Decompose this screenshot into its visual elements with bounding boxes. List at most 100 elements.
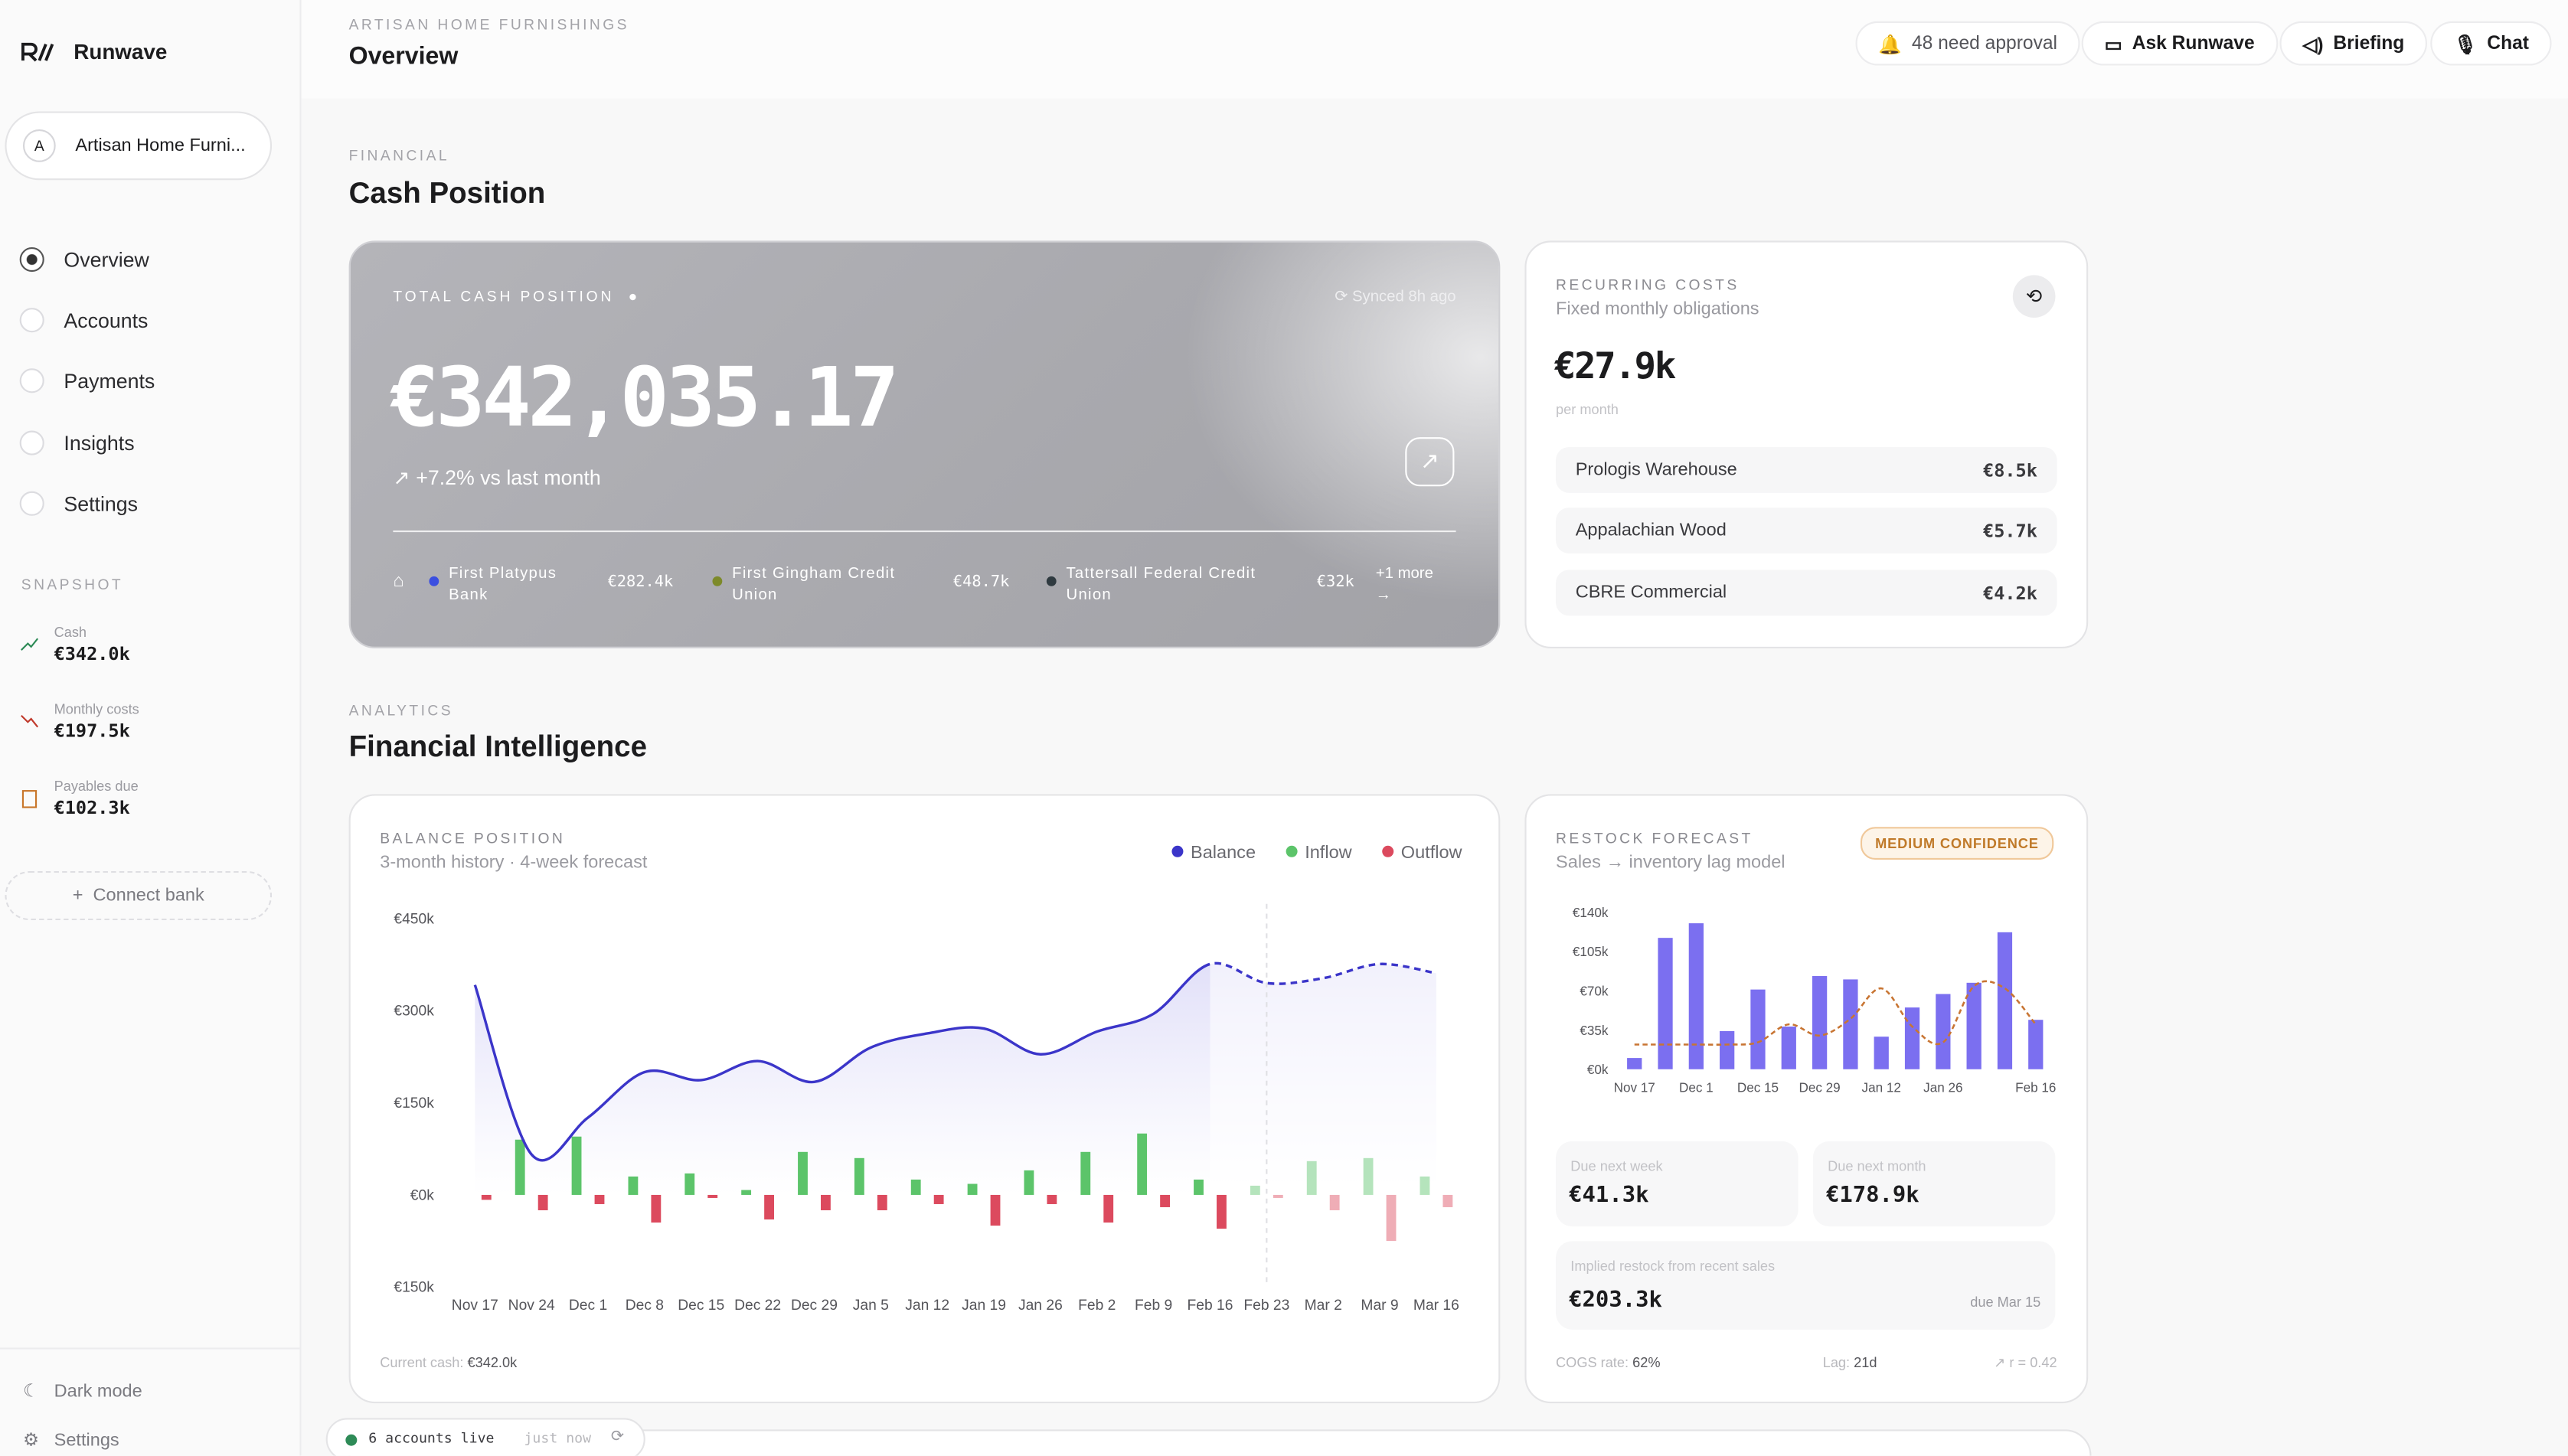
refresh[interactable]: ⟳: [610, 1428, 624, 1446]
footer-value: €342.0k: [467, 1353, 518, 1371]
x-tick-label: Jan 5: [853, 1298, 889, 1314]
inflow-bar: [798, 1151, 808, 1195]
y-tick-label: €300k: [394, 1004, 434, 1020]
balance-area: [475, 963, 1436, 1195]
x-tick-label: Dec 22: [734, 1298, 781, 1314]
nav-label: Accounts: [64, 309, 149, 332]
stat-value: €178.9k: [1825, 1182, 1919, 1209]
cash-label: TOTAL CASH POSITION ●: [393, 288, 641, 305]
outflow-bar: [1217, 1194, 1227, 1229]
r-value: r = 0.42: [2009, 1353, 2057, 1371]
balance-card: BALANCE POSITION 3-month history · 4-wee…: [348, 794, 1501, 1404]
inflow-bar: [1080, 1151, 1091, 1195]
snapshot-label: Cash: [54, 623, 87, 641]
briefing-button[interactable]: ◁) Briefing: [2279, 21, 2428, 66]
icon: [21, 714, 39, 728]
inflow-bar: [854, 1157, 864, 1195]
inflow-bar: [571, 1136, 582, 1195]
sales-bar: [1688, 923, 1704, 1069]
button-label: 48 need approval: [1911, 33, 2058, 54]
nav-label: Payments: [64, 369, 155, 393]
x-tick-label: Feb 9: [1135, 1298, 1172, 1314]
outflow-bar: [594, 1194, 605, 1204]
nav-item[interactable]: Overview: [19, 246, 149, 273]
ask-button[interactable]: ▭ Ask Runwave: [2081, 21, 2278, 66]
x-tick-label: Nov 17: [1614, 1081, 1655, 1095]
confidence-badge: MEDIUM CONFIDENCE: [1860, 827, 2053, 860]
more-banks[interactable]: +1 more →: [1375, 564, 1433, 605]
open-button[interactable]: ↗: [1405, 437, 1455, 487]
inflow-bar: [1420, 1176, 1430, 1195]
card-label: RECURRING COSTS: [1556, 276, 1740, 293]
inflow-bar: [1137, 1133, 1148, 1195]
x-tick-label: Dec 1: [1679, 1081, 1714, 1095]
sales-bar: [1874, 1037, 1889, 1069]
footer-label: Current cash:: [380, 1353, 464, 1371]
cost-amount: €4.2k: [1983, 582, 2037, 604]
chat-button[interactable]: 🎙 Chat: [2430, 21, 2552, 66]
cost-name: Appalachian Wood: [1575, 521, 1727, 540]
sales-bar: [1720, 1030, 1735, 1069]
cogs-label: COGS rate:: [1556, 1353, 1629, 1371]
x-tick-label: Nov 24: [508, 1298, 555, 1314]
y-tick-label: €105k: [1573, 945, 1609, 959]
balance-line: [473, 961, 1437, 1162]
divider: [0, 1347, 300, 1350]
updated: just now: [524, 1431, 592, 1448]
section-eyebrow: FINANCIAL: [348, 147, 449, 164]
x-tick-label: Dec 15: [1737, 1081, 1779, 1095]
org-switcher[interactable]: A Artisan Home Furni...: [5, 111, 273, 181]
bank-icon: ⌂: [393, 571, 404, 592]
dark-mode[interactable]: ☾ Dark mode: [22, 1382, 142, 1402]
nav-label: Settings: [64, 491, 139, 515]
snapshot-value: €102.3k: [54, 797, 130, 819]
card-subtitle: 3-month history · 4-week forecast: [380, 853, 648, 873]
inflow-bar: [1194, 1179, 1204, 1195]
cost-name: Prologis Warehouse: [1575, 460, 1737, 480]
nav-item[interactable]: Insights: [19, 430, 135, 455]
recurring-amount: €27.9k: [1554, 347, 1676, 388]
footer-label: Settings: [54, 1431, 119, 1451]
legend-label: Inflow: [1305, 842, 1352, 862]
inflow-bar: [1250, 1185, 1260, 1195]
sidebar: Runwave A Artisan Home Furni... Overview…: [0, 0, 302, 1456]
section-title: Cash Position: [348, 177, 546, 210]
section-title: Financial Intelligence: [348, 730, 648, 763]
y-tick-label: €140k: [1573, 906, 1609, 920]
outflow-bar: [1329, 1194, 1340, 1210]
nav-item[interactable]: Payments: [19, 368, 155, 393]
legend-swatch: [1171, 845, 1184, 857]
sales-bar: [1658, 938, 1673, 1069]
nav-item[interactable]: Settings: [19, 491, 139, 516]
bank-amount: €282.4k: [607, 573, 674, 592]
card-label: BALANCE POSITION: [380, 830, 566, 847]
x-tick-label: Mar 2: [1305, 1298, 1342, 1314]
footer-label: Dark mode: [54, 1382, 142, 1402]
balance-chart: Balance Inflow Outflow €450k €300k €150k €0k €1…: [394, 842, 1462, 1314]
x-tick-label: Nov 17: [452, 1298, 498, 1314]
cost-row: Appalachian Wood €5.7k: [1556, 508, 2057, 553]
synced: ⟳ Synced 8h ago: [1335, 288, 1456, 306]
snapshot-label: Monthly costs: [54, 700, 139, 717]
period: per month: [1556, 401, 1619, 418]
cogs: COGS rate: 62%: [1556, 1354, 1660, 1370]
settings-link[interactable]: ⚙ Settings: [22, 1431, 119, 1451]
sales-bar: [1627, 1058, 1642, 1069]
correlation: ↗ r = 0.42: [1994, 1353, 2057, 1371]
change-text: +7.2% vs last month: [416, 466, 601, 490]
x-tick-label: Jan 26: [1018, 1298, 1063, 1314]
connect-bank[interactable]: + Connect bank: [5, 870, 273, 921]
bank-amount: €48.7k: [952, 573, 1010, 592]
x-tick-label: Feb 16: [1188, 1298, 1233, 1314]
approval-button[interactable]: 🔔 48 need approval: [1855, 21, 2080, 66]
x-tick-label: Jan 12: [1862, 1081, 1901, 1095]
lag-value: 21d: [1854, 1353, 1877, 1371]
refresh-button[interactable]: ⟲: [2012, 275, 2056, 318]
synced-text: Synced 8h ago: [1351, 288, 1456, 306]
forecast-shade: [1210, 902, 1439, 1197]
sales-bar: [1781, 1027, 1796, 1069]
nav-item[interactable]: Accounts: [19, 308, 149, 333]
org-avatar: A: [22, 129, 56, 162]
card-label: RESTOCK FORECAST: [1556, 830, 1753, 847]
y-tick-label: €70k: [1580, 984, 1609, 999]
